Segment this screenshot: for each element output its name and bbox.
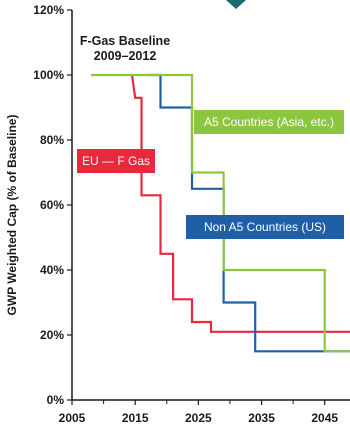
y-tick-label: 120% [33,3,64,17]
y-tick-label: 20% [40,328,64,342]
legend-box [186,215,344,239]
x-tick-label: 2035 [248,411,275,425]
baseline-annotation-line2: 2009–2012 [94,49,157,63]
y-tick-label: 80% [40,133,64,147]
x-tick-label: 2025 [185,411,212,425]
x-tick-label: 2045 [311,411,338,425]
y-tick-label: 40% [40,263,64,277]
y-tick-label: 60% [40,198,64,212]
legend-box [194,110,344,134]
y-tick-label: 100% [33,68,64,82]
legend-box [77,149,155,173]
legend-label: A5 Countries (Asia, etc.) [204,115,334,129]
y-axis-title: GWP Weighted Cap (% of Baseline) [5,115,19,316]
series-line-eu-f-gas [130,74,350,333]
series-line-non-a5-countries-us [147,73,350,353]
top-marker-icon [226,0,246,9]
legend-label: Non A5 Countries (US) [204,220,326,234]
legend-label: EU — F Gas [82,154,150,168]
x-tick-label: 2005 [59,411,86,425]
y-tick-label: 0% [47,393,65,407]
baseline-annotation-line1: F-Gas Baseline [80,34,170,48]
x-tick-label: 2015 [122,411,149,425]
